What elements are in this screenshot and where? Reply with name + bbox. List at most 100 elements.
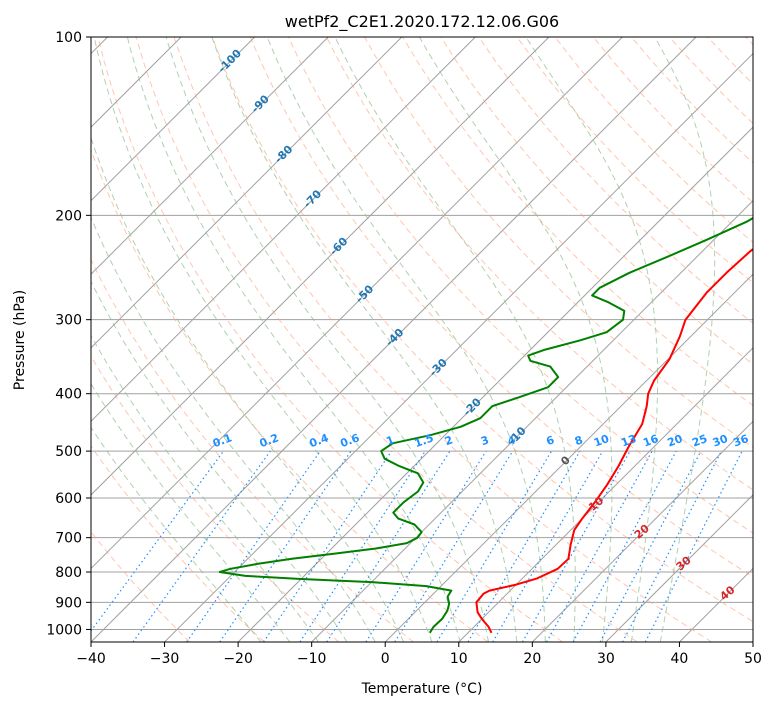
y-tick-label: 500	[55, 444, 82, 460]
mixing-ratio-line	[546, 450, 653, 642]
moist-adiabat-line	[126, 37, 461, 642]
y-tick-label: 600	[55, 491, 82, 507]
mixing-ratio-line	[219, 450, 352, 642]
y-tick-label: 400	[55, 387, 82, 403]
moist-adiabat-line	[91, 136, 405, 642]
mixing-ratio-label: 3	[479, 433, 491, 448]
isotherm-line	[531, 420, 753, 642]
isotherm-line	[311, 199, 753, 642]
mixing-ratio-line	[132, 450, 271, 642]
dry-adiabat-line	[173, 37, 713, 642]
isotherm-line	[164, 52, 753, 642]
background-grid	[91, 37, 753, 642]
isotherm-line	[91, 37, 329, 275]
dry-adiabat-line	[91, 355, 340, 642]
moist-adiabat-line	[654, 37, 716, 642]
moist-adiabat-line	[91, 334, 319, 642]
isotherm-line	[91, 37, 697, 642]
mixing-ratio-label: 30	[711, 432, 730, 450]
mixing-ratio-label: 0.1	[211, 431, 234, 450]
x-axis-label: Temperature (°C)	[361, 681, 483, 697]
mixing-ratio-label: 25	[690, 432, 709, 449]
dry-adiabat-line	[91, 258, 414, 642]
isotherm-line	[91, 37, 550, 496]
mixing-ratio-line	[299, 450, 426, 642]
dry-adiabat-line	[707, 37, 753, 85]
mixing-ratio-label: 10	[592, 432, 611, 450]
isotherm-label: -90	[249, 92, 272, 115]
x-tick-label: 0	[381, 651, 390, 667]
moist-adiabat-line	[91, 216, 376, 642]
mixing-ratio-line	[263, 450, 393, 642]
dry-adiabat-line	[745, 37, 753, 46]
mixing-ratio-line	[467, 450, 581, 642]
mixing-ratio-label: 0.4	[308, 431, 331, 450]
mixing-ratio-label: 16	[641, 432, 660, 450]
moist-adiabat-line	[91, 382, 291, 642]
dry-adiabat-line	[516, 37, 753, 284]
x-tick-label: −40	[76, 651, 106, 667]
temperature-line	[475, 247, 753, 634]
x-tick-label: −20	[223, 651, 253, 667]
mixing-ratio-line	[365, 450, 487, 642]
dewpoint-line	[218, 216, 753, 634]
isotherm-line	[384, 273, 753, 642]
x-tick-label: −10	[297, 651, 327, 667]
y-axis-label: Pressure (hPa)	[12, 290, 28, 390]
mixing-ratio-line	[599, 450, 702, 642]
mixing-ratio-line	[91, 450, 224, 632]
y-tick-label: 300	[55, 313, 82, 329]
x-tick-label: 30	[597, 651, 615, 667]
isotherm-label: -70	[301, 187, 324, 210]
line-labels: 0.1 0.2 0.4 0.6 1 1.5 2 3 4 6 8 10 13 16 20 25 30 36-100-…	[211, 47, 751, 604]
isotherm-line	[752, 641, 753, 642]
mixing-ratio-label: 36	[731, 432, 750, 450]
sounding-series	[218, 216, 753, 634]
dry-adiabat-line	[91, 148, 489, 642]
dry-adiabat-line	[669, 37, 753, 125]
mixing-ratio-label: 1	[384, 433, 396, 448]
y-tick-label: 1000	[46, 622, 82, 638]
zero-isotherm-label: 0	[558, 453, 573, 468]
moist-adiabat-line	[91, 280, 348, 642]
moist-adiabat-line	[165, 37, 489, 642]
dry-adiabat-line	[326, 37, 753, 491]
y-tick-label: 100	[55, 30, 82, 46]
x-tick-label: 40	[671, 651, 689, 667]
mixing-ratio-line	[436, 450, 552, 642]
mixing-ratio-line	[394, 450, 514, 642]
x-tick-label: 10	[450, 651, 468, 667]
mixing-ratio-line	[572, 450, 677, 642]
dry-adiabat-line	[91, 531, 191, 642]
x-tick-label: 50	[744, 651, 762, 667]
dry-adiabat-line	[211, 37, 753, 623]
x-tick-label: 20	[523, 651, 541, 667]
mixing-ratio-line	[644, 450, 743, 642]
axes: −40 −30 −20 −10 0 10 20 30 40 5010020030040050060…	[46, 30, 762, 667]
isotherm-line	[91, 37, 403, 349]
moist-adiabat-line	[418, 37, 613, 642]
mixing-ratio-label: 0.2	[258, 431, 281, 450]
y-tick-label: 200	[55, 208, 82, 224]
dry-adiabat-line	[287, 37, 753, 534]
chart-title: wetPf2_C2E1.2020.172.12.06.G06	[285, 12, 559, 32]
dry-adiabat-line	[554, 37, 753, 244]
isotherm-line	[458, 347, 753, 642]
mixing-ratio-line	[186, 450, 321, 642]
mixing-ratio-label: 4	[506, 433, 518, 448]
y-tick-label: 900	[55, 595, 82, 611]
dry-adiabat-line	[249, 37, 753, 578]
isotherm-line	[91, 37, 623, 570]
mixing-ratio-line	[521, 450, 631, 642]
isotherm-line	[605, 494, 753, 642]
isotherm-label: -100	[215, 47, 244, 76]
mixing-ratio-label: 1.5	[413, 431, 436, 450]
mixing-ratio-label: 0.6	[338, 431, 361, 450]
isotherm-line	[91, 37, 476, 423]
mixing-ratio-label: 6	[544, 433, 556, 448]
moist-adiabat-line	[93, 37, 433, 642]
isotherm-line	[237, 126, 753, 642]
mixing-ratio-label: 13	[619, 432, 638, 449]
dry-adiabat-line	[478, 37, 753, 324]
